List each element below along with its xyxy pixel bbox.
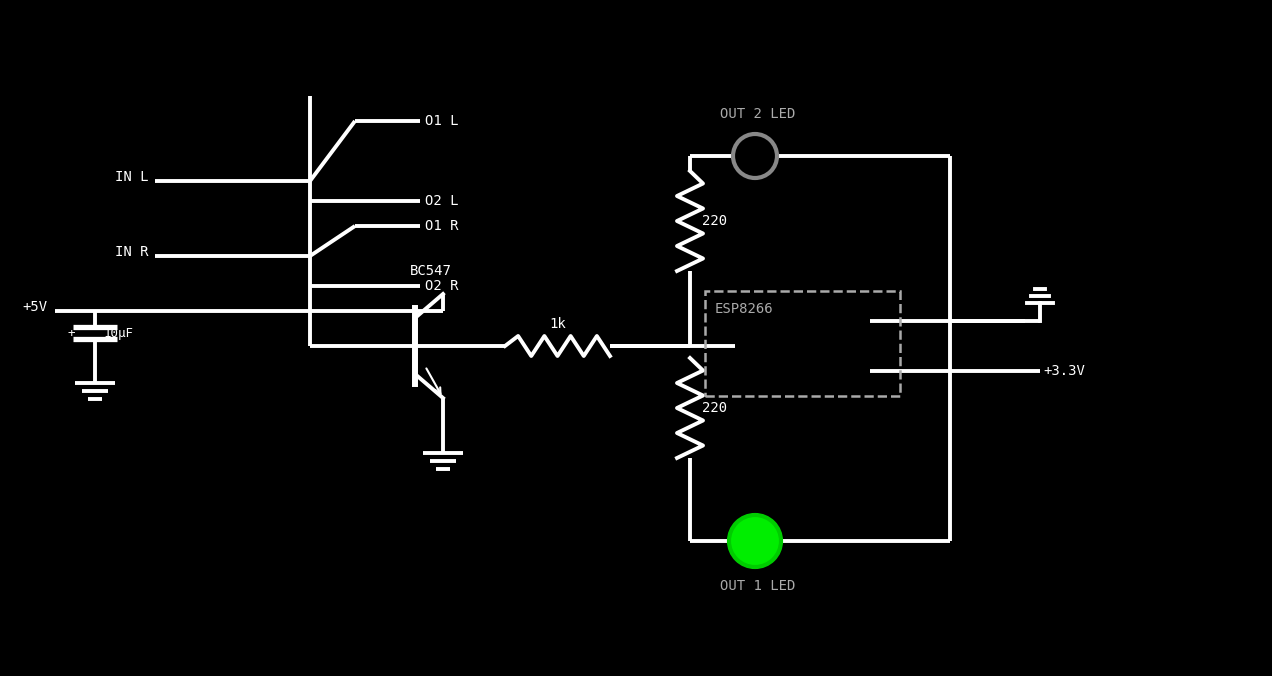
Text: 1k: 1k [550, 317, 566, 331]
Circle shape [729, 515, 781, 567]
Text: IN R: IN R [114, 245, 149, 259]
Text: IN L: IN L [114, 170, 149, 184]
Text: 220: 220 [702, 401, 728, 415]
Text: OUT 1 LED: OUT 1 LED [720, 579, 795, 593]
Text: +3.3V: +3.3V [1043, 364, 1085, 378]
Text: O1 R: O1 R [425, 219, 458, 233]
Text: +5V: +5V [22, 300, 47, 314]
Text: 10μF: 10μF [104, 327, 134, 339]
Text: BC547: BC547 [410, 264, 452, 278]
Text: +: + [67, 327, 75, 339]
Text: 220: 220 [702, 214, 728, 228]
Text: O2 R: O2 R [425, 279, 458, 293]
Text: O1 L: O1 L [425, 114, 458, 128]
Text: ESP8266: ESP8266 [715, 302, 773, 316]
Text: O2 L: O2 L [425, 194, 458, 208]
Text: OUT 2 LED: OUT 2 LED [720, 107, 795, 121]
